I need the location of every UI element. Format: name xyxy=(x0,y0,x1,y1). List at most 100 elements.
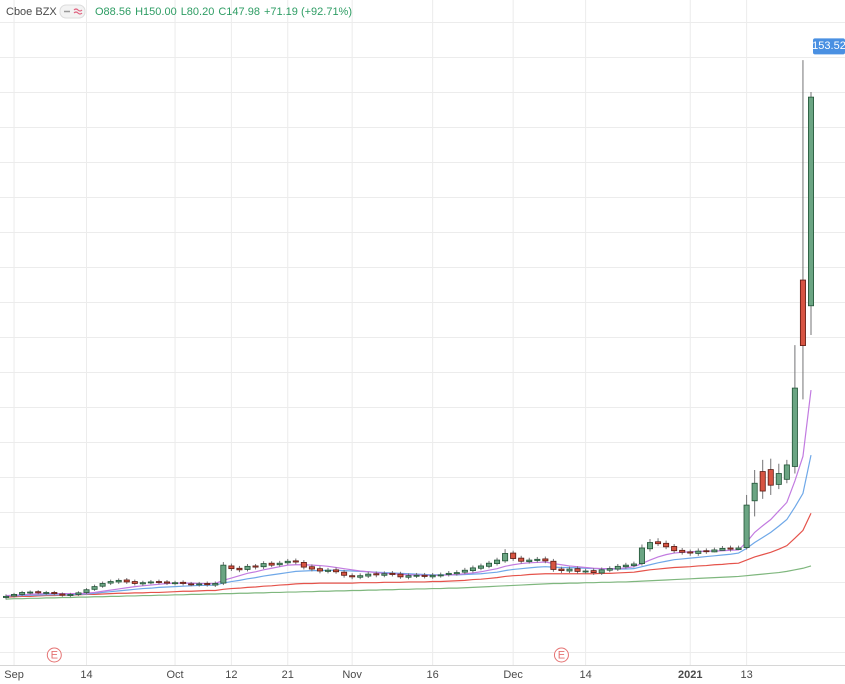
x-tick-label: 14 xyxy=(80,669,92,681)
candle-body xyxy=(333,569,340,573)
candle-body xyxy=(147,581,154,584)
header-value: C147.98 xyxy=(218,6,260,18)
header-value: H150.00 xyxy=(135,6,177,18)
candle-body xyxy=(3,595,9,598)
candle-body xyxy=(91,586,98,590)
candle-body xyxy=(83,589,90,593)
candle-body xyxy=(751,482,758,502)
candle-body xyxy=(244,565,251,570)
candle-body xyxy=(381,573,388,576)
candle-body xyxy=(59,593,66,596)
candle-body xyxy=(735,547,742,550)
x-tick-label: Dec xyxy=(503,669,523,681)
candle-body xyxy=(558,568,565,572)
candle-body xyxy=(123,579,130,583)
x-tick-label: 12 xyxy=(225,669,237,681)
candle-body xyxy=(767,469,774,486)
candle-body xyxy=(324,569,331,572)
x-tick-label: 21 xyxy=(282,669,294,681)
x-tick-label: 13 xyxy=(740,669,752,681)
candle-body xyxy=(453,572,460,575)
candle-body xyxy=(139,582,146,585)
candle-body xyxy=(180,581,187,584)
candle-body xyxy=(75,592,82,595)
candle-body xyxy=(687,551,694,554)
candle-body xyxy=(775,473,782,485)
candle-body xyxy=(598,569,605,574)
candle-body xyxy=(268,562,275,566)
candle-body xyxy=(630,563,637,566)
candle-body xyxy=(155,581,162,583)
candle-body xyxy=(397,573,404,578)
candle-body xyxy=(510,552,517,559)
candle-body xyxy=(542,558,549,562)
candle-body xyxy=(574,568,581,572)
candle-body xyxy=(638,547,645,564)
candle-body xyxy=(719,547,726,551)
candle-body xyxy=(413,574,420,577)
candle-body xyxy=(671,546,678,552)
candle-body xyxy=(316,568,323,572)
candle-body xyxy=(67,594,74,596)
candle-body xyxy=(35,591,42,594)
candle-body xyxy=(51,592,58,595)
candle-body xyxy=(236,567,243,571)
x-tick-label: 14 xyxy=(579,669,591,681)
candle-body xyxy=(373,573,380,576)
candle-body xyxy=(461,569,468,573)
candle-body xyxy=(308,566,315,570)
candle-body xyxy=(791,387,798,467)
candle-body xyxy=(43,592,50,594)
candle-body xyxy=(469,567,476,572)
candle-body xyxy=(228,565,235,570)
x-tick-label: 2021 xyxy=(678,669,702,681)
candle-body xyxy=(405,575,412,578)
price-tag xyxy=(813,38,845,55)
header-value: +71.19 (+92.71%) xyxy=(264,6,352,18)
candle-body xyxy=(783,464,790,480)
candle-body xyxy=(99,583,106,587)
candle-body xyxy=(260,563,267,568)
candle-body xyxy=(655,541,662,545)
candle-body xyxy=(663,542,670,548)
candle-body xyxy=(220,564,227,584)
earnings-marker xyxy=(46,647,62,663)
price-tag-label: 153.52 xyxy=(812,40,845,52)
candle-body xyxy=(389,572,396,575)
source-label: Cboe BZX xyxy=(6,6,57,18)
candle-body xyxy=(590,570,597,573)
ma-line xyxy=(5,513,812,598)
candle-body xyxy=(679,549,686,553)
candle-body xyxy=(115,579,122,583)
candle-body xyxy=(252,565,259,568)
candle-body xyxy=(799,279,806,346)
candle-body xyxy=(502,553,509,562)
candle-body xyxy=(357,575,364,578)
candle-body xyxy=(622,564,629,568)
candle-body xyxy=(292,560,299,563)
candle-body xyxy=(300,562,307,568)
candle-body xyxy=(445,572,452,575)
candle-body xyxy=(477,565,484,569)
candle-body xyxy=(485,562,492,567)
candle-body xyxy=(11,594,18,597)
header-value: L80.20 xyxy=(181,6,215,18)
pill-icon xyxy=(73,8,83,15)
candle-body xyxy=(349,575,356,578)
candle-body xyxy=(727,547,734,550)
candle-body xyxy=(131,581,138,584)
candle-body xyxy=(107,581,114,584)
candle-body xyxy=(614,565,621,570)
grid xyxy=(0,0,845,665)
x-tick-label: 16 xyxy=(427,669,439,681)
x-tick-label: Sep xyxy=(4,669,24,681)
candle-body xyxy=(494,559,501,564)
candle-body xyxy=(566,568,573,572)
candle-body xyxy=(276,562,283,566)
candle-body xyxy=(341,571,348,576)
candle-body xyxy=(534,558,541,561)
compare-pill[interactable] xyxy=(59,4,86,19)
candle-body xyxy=(647,542,654,550)
candle-body xyxy=(27,591,34,594)
